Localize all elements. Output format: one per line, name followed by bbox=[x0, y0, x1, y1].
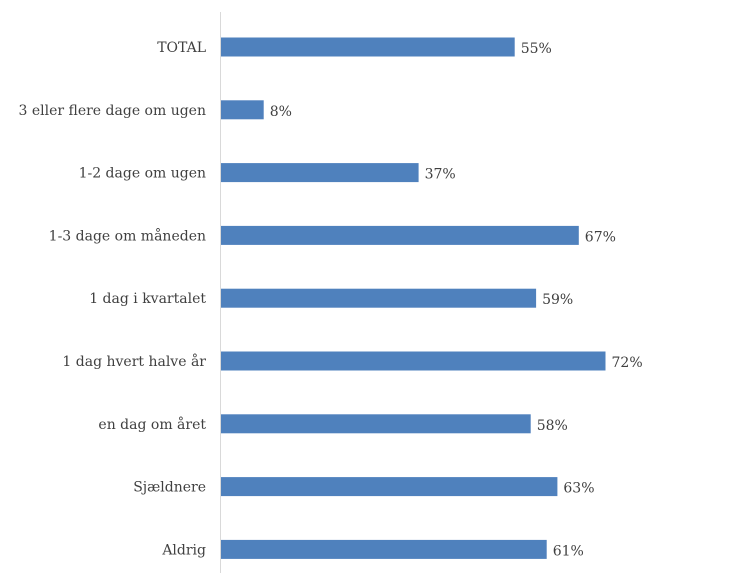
value-label-7: 63% bbox=[563, 481, 594, 497]
value-label-8: 61% bbox=[553, 543, 584, 559]
bar-8 bbox=[221, 539, 547, 559]
category-label-0: TOTAL bbox=[157, 40, 206, 56]
bar-7 bbox=[221, 477, 558, 497]
bar-5 bbox=[221, 351, 606, 371]
category-label-4: 1 dag i kvartalet bbox=[89, 291, 206, 307]
value-label-3: 67% bbox=[585, 229, 616, 245]
value-label-6: 58% bbox=[537, 418, 568, 434]
category-label-8: Aldrig bbox=[161, 542, 206, 558]
bar-2 bbox=[221, 163, 419, 183]
bar-6 bbox=[221, 414, 531, 434]
category-label-3: 1-3 dage om måneden bbox=[49, 227, 206, 244]
category-label-5: 1 dag hvert halve år bbox=[62, 353, 206, 370]
labels-layer: TOTAL 55% 3 eller flere dage om ugen 8% 1-2 … bbox=[18, 40, 642, 559]
category-label-7: Sjældnere bbox=[133, 480, 206, 496]
value-label-1: 8% bbox=[270, 104, 292, 120]
category-label-6: en dag om året bbox=[98, 416, 206, 433]
value-label-5: 72% bbox=[612, 355, 643, 371]
value-label-2: 37% bbox=[425, 167, 456, 183]
category-label-1: 3 eller flere dage om ugen bbox=[18, 103, 206, 119]
bar-0 bbox=[221, 37, 515, 57]
value-label-4: 59% bbox=[542, 292, 573, 308]
value-label-0: 55% bbox=[521, 41, 552, 57]
bar-4 bbox=[221, 288, 537, 308]
bar-1 bbox=[221, 100, 264, 120]
bars-layer bbox=[221, 37, 606, 559]
bar-3 bbox=[221, 225, 579, 245]
category-label-2: 1-2 dage om ugen bbox=[79, 166, 206, 182]
